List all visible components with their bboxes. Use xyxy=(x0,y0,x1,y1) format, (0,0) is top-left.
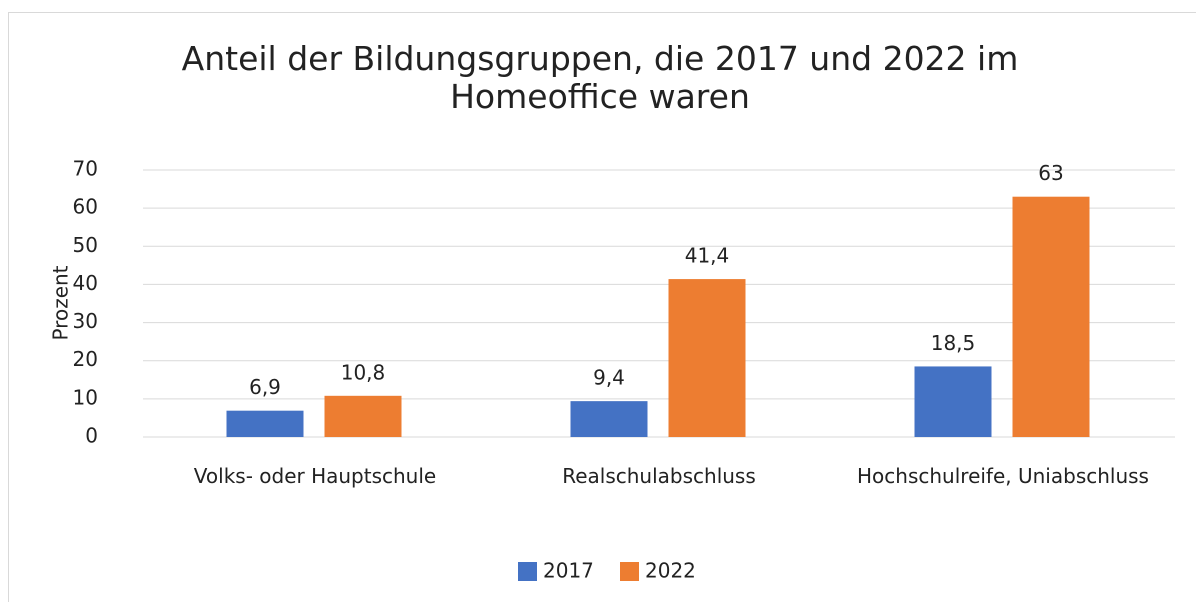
y-tick-label: 50 xyxy=(73,233,98,257)
y-tick-label: 60 xyxy=(73,195,98,219)
chart-frame xyxy=(8,12,1196,602)
y-tick-label: 10 xyxy=(73,385,98,409)
y-axis-label: Prozent xyxy=(49,265,73,340)
legend-label: 2017 xyxy=(543,559,594,583)
data-label: 41,4 xyxy=(685,244,730,268)
title-box: Anteil der Bildungsgruppen, die 2017 und… xyxy=(181,40,1019,116)
data-label: 10,8 xyxy=(341,360,386,384)
legend-swatch xyxy=(518,562,537,581)
y-tick-label: 20 xyxy=(73,347,98,371)
data-label: 18,5 xyxy=(931,331,976,355)
y-tick-label: 40 xyxy=(73,271,98,295)
bar xyxy=(324,395,402,437)
bar xyxy=(1012,196,1090,437)
x-tick-label: Hochschulreife, Uniabschluss xyxy=(857,464,1149,488)
bar xyxy=(914,366,992,437)
bar xyxy=(668,279,746,437)
x-tick-box: Volks- oder Hauptschule xyxy=(193,464,437,488)
chart-title: Anteil der Bildungsgruppen, die 2017 und… xyxy=(181,40,1019,116)
bar xyxy=(570,401,648,437)
x-tick-label: Realschulabschluss xyxy=(562,464,756,488)
bar xyxy=(226,410,304,437)
data-label: 6,9 xyxy=(249,375,281,399)
legend-label: 2022 xyxy=(645,559,696,583)
legend-swatch xyxy=(620,562,639,581)
y-tick-label: 70 xyxy=(73,157,98,181)
data-label: 9,4 xyxy=(593,366,625,390)
y-tick-label: 30 xyxy=(73,309,98,333)
x-tick-box: Hochschulreife, Uniabschluss xyxy=(857,464,1149,488)
x-tick-box: Realschulabschluss xyxy=(562,464,756,488)
y-tick-label: 0 xyxy=(85,424,98,448)
x-tick-label: Volks- oder Hauptschule xyxy=(193,464,437,488)
data-label: 63 xyxy=(1038,161,1063,185)
